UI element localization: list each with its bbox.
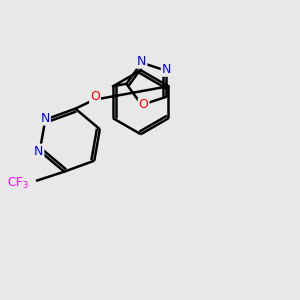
Text: N: N bbox=[34, 145, 44, 158]
Text: N: N bbox=[137, 55, 146, 68]
Text: N: N bbox=[40, 112, 50, 124]
Text: O: O bbox=[90, 90, 100, 103]
Text: CF$_3$: CF$_3$ bbox=[7, 176, 28, 190]
Text: O: O bbox=[139, 98, 148, 111]
Text: N: N bbox=[162, 63, 171, 76]
